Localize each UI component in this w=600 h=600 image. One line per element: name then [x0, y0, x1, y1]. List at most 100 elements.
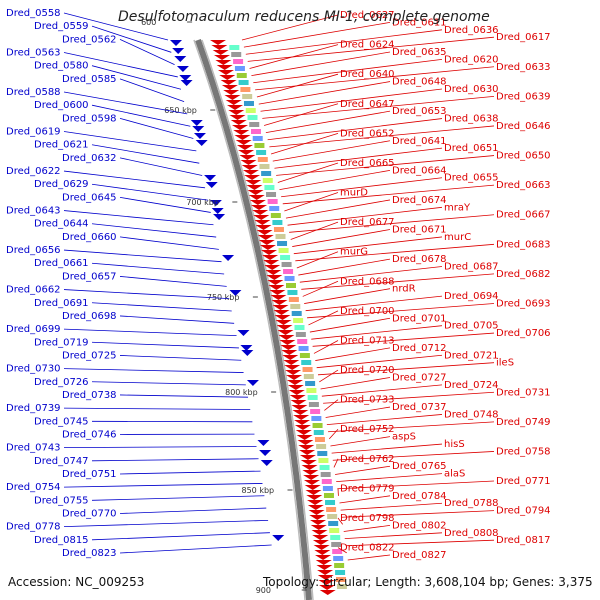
reverse-gene-arrow — [289, 395, 306, 400]
reverse-gene-arrow — [312, 540, 329, 545]
gene-label: Dred_0815 — [34, 535, 89, 546]
gene-label: Dred_0700 — [340, 306, 395, 317]
gene-label: Dred_0733 — [340, 395, 395, 406]
reverse-gene-arrow — [270, 295, 287, 300]
label-connector — [319, 369, 339, 383]
gene-label: Dred_0721 — [444, 350, 499, 361]
gene-label: murD — [340, 188, 368, 199]
label-connector — [312, 332, 495, 347]
cog-annotation-bar — [336, 577, 347, 582]
label-connector — [253, 58, 443, 84]
label-connector — [290, 221, 339, 240]
gene-label: Dred_0706 — [496, 328, 551, 339]
forward-gene-arrow — [205, 182, 218, 188]
gene-label: nrdR — [392, 284, 416, 295]
label-connector — [256, 73, 339, 98]
gene-label: Dred_0762 — [340, 454, 395, 465]
reverse-gene-arrow — [265, 270, 282, 275]
cog-annotation-bar — [301, 360, 312, 365]
coordinate-tick-label: 650 kbp — [164, 106, 197, 115]
label-connector — [63, 519, 269, 528]
label-connector — [251, 51, 391, 77]
cog-annotation-bar — [257, 157, 268, 162]
label-connector — [63, 368, 244, 373]
cog-annotation-bar — [306, 388, 317, 393]
gene-label: Dred_0691 — [34, 298, 89, 309]
gene-label: Dred_0727 — [392, 372, 447, 383]
coordinate-tick-label: 600 — [141, 18, 156, 27]
reverse-gene-arrow — [284, 365, 301, 370]
gene-label: Dred_0645 — [62, 192, 117, 203]
gene-label: Dred_0661 — [34, 258, 89, 269]
cog-annotation-bar — [259, 164, 270, 169]
gene-label: alaS — [444, 469, 465, 480]
gene-label: Dred_0827 — [392, 550, 447, 561]
label-connector — [91, 532, 270, 541]
gene-label: Dred_0745 — [34, 416, 89, 427]
cog-annotation-bar — [316, 444, 327, 449]
forward-gene-arrow — [260, 460, 273, 466]
label-connector — [63, 249, 222, 263]
cog-annotation-bar — [264, 185, 275, 190]
gene-label: Dred_0664 — [392, 165, 447, 176]
cog-annotation-bar — [326, 507, 337, 512]
reverse-gene-arrow — [302, 470, 319, 475]
reverse-gene-arrow — [238, 150, 255, 155]
cog-annotation-bar — [272, 220, 283, 225]
gene-label: Dred_0580 — [34, 61, 89, 72]
label-connector — [328, 428, 339, 440]
reverse-gene-arrow — [317, 570, 334, 575]
gene-label: Dred_0746 — [62, 429, 117, 440]
gene-label: Dred_0630 — [444, 84, 499, 95]
coordinate-tick-label: 900 — [256, 586, 271, 595]
reverse-gene-arrow — [241, 165, 258, 170]
gene-label: Dred_0562 — [62, 34, 117, 45]
gene-label: Dred_0621 — [34, 140, 89, 151]
cog-annotation-bar — [305, 381, 316, 386]
reverse-gene-arrow — [233, 130, 250, 135]
reverse-gene-arrow — [236, 145, 253, 150]
reverse-gene-arrow — [269, 290, 286, 295]
gene-label: Dred_0778 — [6, 522, 61, 533]
cog-annotation-bar — [269, 206, 280, 211]
label-connector — [267, 118, 443, 141]
reverse-gene-arrow — [281, 350, 298, 355]
reverse-gene-arrow — [317, 575, 334, 580]
forward-gene-arrow — [241, 350, 254, 356]
label-connector — [333, 458, 339, 468]
label-connector — [119, 38, 175, 65]
cog-annotation-bar — [270, 213, 281, 218]
label-connector — [324, 399, 339, 411]
label-connector — [292, 229, 391, 247]
gene-label: Dred_0802 — [392, 520, 447, 531]
cog-annotation-bar — [325, 500, 336, 505]
label-connector — [315, 347, 391, 361]
forward-gene-arrow — [257, 440, 270, 446]
gene-label: Dred_0647 — [340, 99, 395, 110]
gene-label: ileS — [496, 358, 514, 369]
label-connector — [265, 110, 391, 133]
reverse-gene-arrow — [266, 275, 283, 280]
reverse-gene-arrow — [231, 125, 248, 130]
gene-label: hisS — [444, 439, 465, 450]
label-connector — [335, 465, 391, 475]
reverse-gene-arrow — [223, 90, 240, 95]
reverse-gene-arrow — [287, 385, 304, 390]
reverse-gene-arrow — [273, 310, 290, 315]
reverse-gene-arrow — [256, 230, 273, 235]
reverse-gene-arrow — [278, 335, 295, 340]
cog-annotation-bar — [267, 199, 278, 204]
gene-label: Dred_0643 — [6, 206, 61, 217]
reverse-gene-arrow — [261, 250, 277, 255]
label-connector — [308, 310, 339, 326]
cog-annotation-bar — [321, 479, 332, 484]
gene-label: Dred_0620 — [444, 54, 499, 65]
gene-label: murG — [340, 247, 368, 258]
gene-label: Dred_0712 — [392, 343, 447, 354]
gene-label: Dred_0726 — [34, 377, 89, 388]
reverse-gene-arrow — [312, 535, 329, 540]
gene-label: Dred_0798 — [340, 513, 395, 524]
gene-label: Dred_0646 — [496, 121, 551, 132]
label-connector — [63, 446, 257, 449]
cog-annotation-bar — [290, 304, 301, 309]
